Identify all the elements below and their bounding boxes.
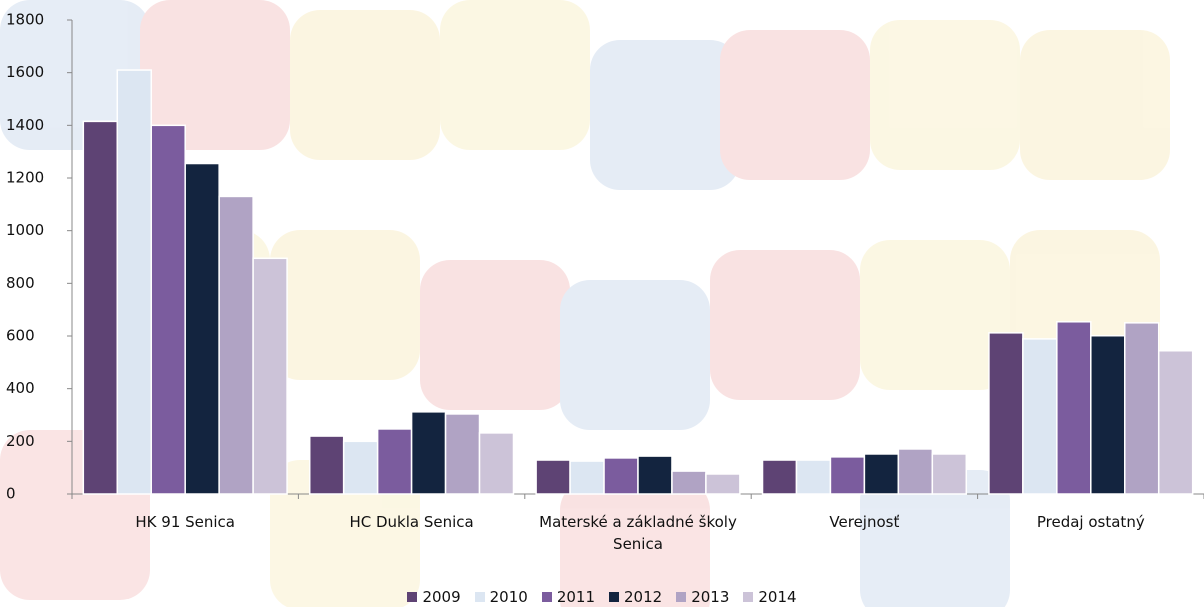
legend-label: 2010	[489, 588, 528, 606]
y-tick-label: 800	[6, 274, 35, 292]
y-tick-label: 400	[6, 379, 35, 397]
y-tick-label: 1200	[6, 169, 44, 187]
y-tick-label: 0	[6, 485, 16, 503]
bar	[671, 470, 707, 495]
bar	[444, 413, 481, 495]
x-tick-label: HK 91 Senica	[135, 513, 235, 531]
bar	[603, 457, 639, 495]
legend: 2009 2010 2011 2012 2013 2014	[0, 588, 1204, 606]
legend-item: 2011	[541, 588, 595, 606]
bar	[931, 453, 968, 495]
bar	[988, 332, 1024, 495]
bar	[308, 435, 345, 495]
legend-swatch	[743, 592, 754, 602]
legend-item: 2013	[676, 588, 729, 606]
legend-item: 2009	[407, 588, 461, 606]
legend-swatch	[676, 592, 687, 602]
bar	[410, 411, 447, 495]
bar	[342, 440, 379, 495]
bar	[897, 448, 934, 495]
x-tick-label: Materské a základné školy Senica	[539, 513, 737, 553]
legend-label: 2009	[422, 588, 461, 606]
bar	[795, 459, 832, 495]
legend-label: 2013	[691, 588, 730, 606]
legend-label: 2011	[556, 588, 595, 606]
bar	[1056, 321, 1092, 495]
bar	[116, 69, 152, 495]
y-tick-label: 1400	[6, 116, 44, 134]
legend-item: 2014	[743, 588, 797, 606]
bar	[829, 456, 866, 495]
legend-swatch	[541, 592, 552, 602]
y-tick-label: 600	[6, 327, 35, 345]
legend-label: 2014	[758, 588, 797, 606]
legend-item: 2012	[609, 588, 662, 606]
bar	[863, 453, 900, 495]
bar	[252, 257, 288, 495]
x-tick-label: HC Dukla Senica	[349, 513, 474, 531]
bar	[1124, 322, 1160, 495]
bar	[150, 124, 186, 495]
bar	[705, 473, 741, 495]
y-tick-label: 1600	[6, 63, 44, 81]
bar	[478, 432, 515, 495]
y-tick-label: 200	[6, 432, 35, 450]
legend-swatch	[609, 592, 619, 602]
bar	[1090, 334, 1126, 495]
bar	[82, 120, 119, 495]
legend-swatch	[407, 592, 418, 602]
bar	[376, 428, 413, 495]
bar	[761, 459, 798, 495]
bar	[569, 460, 605, 495]
x-tick-label: Verejnosť	[829, 513, 900, 531]
bar	[184, 162, 220, 495]
bar	[1022, 338, 1058, 495]
legend-label: 2012	[624, 588, 663, 606]
x-tick-label: Predaj ostatný	[1036, 513, 1145, 531]
bar	[218, 195, 254, 495]
y-tick-label: 1000	[6, 221, 44, 239]
bar	[637, 455, 673, 495]
bar	[535, 459, 571, 495]
legend-item: 2010	[474, 588, 528, 606]
legend-swatch	[474, 592, 485, 602]
bar	[1157, 349, 1194, 495]
y-tick-label: 1800	[6, 11, 44, 29]
